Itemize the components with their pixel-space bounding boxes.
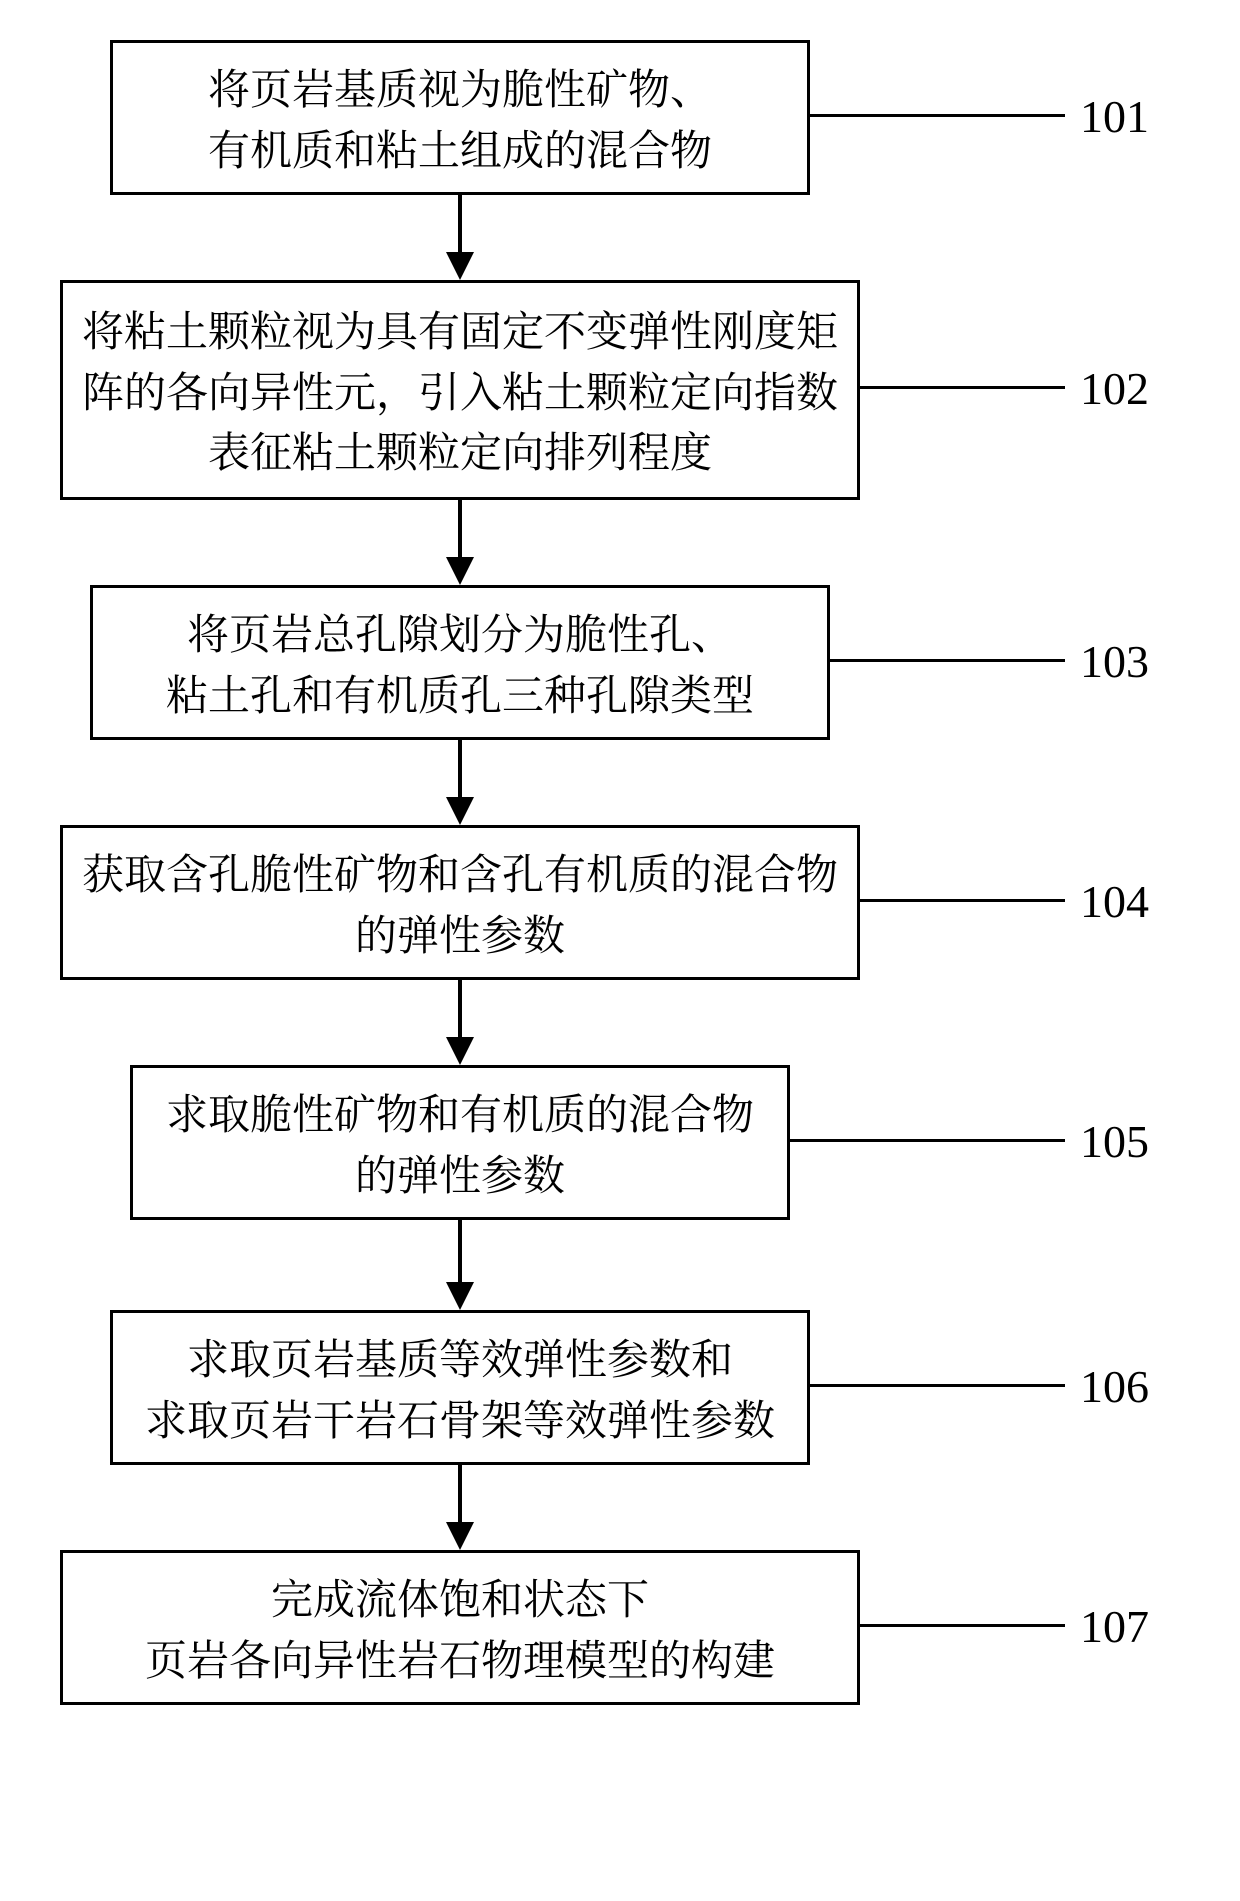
flowchart-arrow-head [446,1522,474,1550]
flowchart-arrow-head [446,1037,474,1065]
flowchart-arrow-head [446,797,474,825]
label-leader-line [830,659,1065,662]
step-label: 102 [1080,362,1149,415]
flowchart-arrow-head [446,1282,474,1310]
flowchart-arrow [458,740,462,797]
flowchart-arrow [458,500,462,557]
label-leader-line [810,1384,1065,1387]
flowchart-arrow [458,980,462,1037]
flowchart-arrow [458,1465,462,1522]
flowchart-node-text: 求取页岩基质等效弹性参数和 求取页岩干岩石骨架等效弹性参数 [145,1327,775,1449]
flowchart-node-n4: 获取含孔脆性矿物和含孔有机质的混合物 的弹性参数 [60,825,860,980]
flowchart-node-n5: 求取脆性矿物和有机质的混合物 的弹性参数 [130,1065,790,1220]
step-label: 103 [1080,635,1149,688]
flowchart-node-n2: 将粘土颗粒视为具有固定不变弹性刚度矩 阵的各向异性元，引入粘土颗粒定向指数 表征… [60,280,860,500]
step-label: 104 [1080,875,1149,928]
label-leader-line [860,899,1065,902]
flowchart-arrow [458,1220,462,1282]
flowchart-node-text: 将页岩总孔隙划分为脆性孔、 粘土孔和有机质孔三种孔隙类型 [166,602,754,724]
flowchart-arrow-head [446,252,474,280]
flowchart-arrow [458,195,462,252]
label-leader-line [790,1139,1065,1142]
flowchart-node-text: 将粘土颗粒视为具有固定不变弹性刚度矩 阵的各向异性元，引入粘土颗粒定向指数 表征… [82,299,838,482]
flowchart-node-text: 获取含孔脆性矿物和含孔有机质的混合物 的弹性参数 [82,842,838,964]
flowchart-node-n7: 完成流体饱和状态下 页岩各向异性岩石物理模型的构建 [60,1550,860,1705]
flowchart-node-n1: 将页岩基质视为脆性矿物、 有机质和粘土组成的混合物 [110,40,810,195]
flowchart-arrow-head [446,557,474,585]
step-label: 105 [1080,1115,1149,1168]
flowchart-node-n3: 将页岩总孔隙划分为脆性孔、 粘土孔和有机质孔三种孔隙类型 [90,585,830,740]
label-leader-line [860,1624,1065,1627]
flowchart-node-text: 完成流体饱和状态下 页岩各向异性岩石物理模型的构建 [145,1567,775,1689]
step-label: 107 [1080,1600,1149,1653]
flowchart-node-text: 将页岩基质视为脆性矿物、 有机质和粘土组成的混合物 [208,57,712,179]
step-label: 101 [1080,90,1149,143]
label-leader-line [860,386,1065,389]
flowchart-canvas: 将页岩基质视为脆性矿物、 有机质和粘土组成的混合物将粘土颗粒视为具有固定不变弹性… [0,0,1240,1901]
step-label: 106 [1080,1360,1149,1413]
flowchart-node-text: 求取脆性矿物和有机质的混合物 的弹性参数 [166,1082,754,1204]
flowchart-node-n6: 求取页岩基质等效弹性参数和 求取页岩干岩石骨架等效弹性参数 [110,1310,810,1465]
label-leader-line [810,114,1065,117]
